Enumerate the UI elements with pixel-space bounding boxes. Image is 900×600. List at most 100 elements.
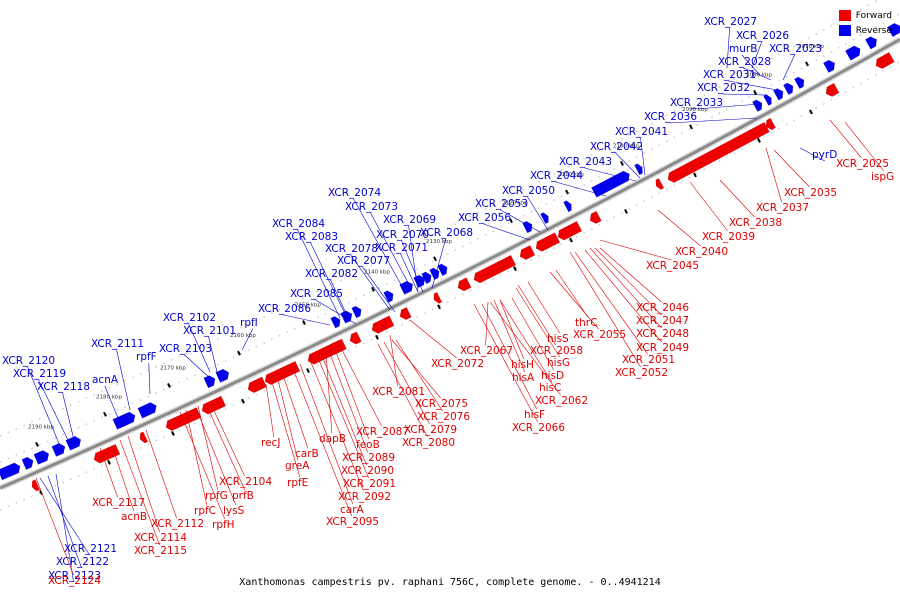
reverse-gene-31: [886, 22, 900, 38]
reverse-leader-6: [722, 93, 767, 96]
reverse-gene-19: [540, 212, 549, 225]
reverse-gene-30-shape: [864, 36, 877, 50]
forward-label-34: feoB: [356, 439, 380, 451]
reverse-gene-27-shape: [794, 76, 805, 90]
forward-gene-6: [247, 376, 267, 394]
forward-leader-8: [599, 247, 662, 303]
reverse-leader-15: [483, 223, 531, 241]
forward-gene-10-shape: [349, 331, 362, 345]
forward-gene-23-shape: [825, 82, 840, 97]
forward-gene-12-shape: [399, 306, 412, 321]
tick-label: 2100 kbp: [613, 143, 639, 149]
tick-label: 2190 kbp: [28, 424, 54, 430]
reverse-gene-14-shape: [413, 274, 426, 288]
forward-gene-1: [93, 443, 121, 464]
forward-leader-40: [299, 363, 354, 505]
forward-gene-21: [667, 121, 770, 183]
reverse-label-38: XCR_2118: [37, 381, 90, 393]
reverse-label-33: XCR_2111: [91, 338, 144, 350]
forward-gene-7-shape: [264, 360, 301, 386]
forward-leader-48: [197, 405, 219, 491]
genome-backbone: [0, 38, 900, 490]
reverse-leader-10: [615, 152, 641, 179]
forward-leader-7: [599, 239, 672, 261]
forward-label-47: prfB: [232, 490, 254, 502]
forward-leader-33: [341, 349, 382, 427]
reverse-gene-25-shape: [773, 88, 784, 101]
tick-mark: [624, 208, 628, 214]
forward-gene-18: [557, 220, 583, 241]
forward-label-11: XCR_2049: [636, 342, 689, 354]
forward-label-16: hisS: [547, 333, 569, 345]
forward-label-23: hisC: [539, 382, 561, 394]
reverse-gene-6: [137, 402, 157, 419]
reverse-gene-24: [763, 94, 772, 106]
reverse-label-6: XCR_2032: [697, 82, 750, 94]
reverse-gene-5-shape: [112, 411, 136, 430]
reverse-gene-1-shape: [21, 456, 34, 470]
reverse-label-21: XCR_2071: [375, 242, 428, 254]
tick-mark: [35, 441, 39, 447]
reverse-gene-7-shape: [203, 375, 216, 389]
forward-label-41: XCR_2095: [326, 516, 379, 528]
reverse-label-24: XCR_2084: [272, 218, 325, 230]
reverse-label-28: XCR_2086: [258, 303, 311, 315]
reverse-leader-35: [104, 385, 119, 419]
reverse-leader-25: [310, 242, 349, 321]
legend-forward: Forward: [838, 8, 892, 23]
forward-gene-3: [165, 407, 202, 432]
forward-label-8: XCR_2046: [636, 302, 689, 314]
reverse-gene-8: [215, 368, 230, 383]
forward-gene-1-shape: [93, 443, 121, 464]
legend-forward-label: Forward: [855, 10, 892, 21]
tick-label: 2150 kbp: [295, 303, 321, 309]
forward-swatch: [838, 10, 851, 21]
reverse-gene-23-shape: [752, 99, 763, 112]
reverse-leader-18: [408, 225, 419, 293]
forward-gene-14-shape: [457, 277, 472, 292]
forward-leader-53: [127, 435, 160, 533]
reverse-gene-6-shape: [137, 402, 157, 419]
reverse-label-7: XCR_2033: [670, 97, 723, 109]
reverse-label-36: XCR_2120: [2, 355, 55, 367]
tick-label: 2130 kbp: [426, 239, 452, 245]
reverse-gene-3: [51, 442, 66, 457]
forward-leader-36: [329, 353, 368, 453]
tick-label: 2140 kbp: [364, 269, 390, 275]
reverse-label-11: XCR_2043: [559, 156, 612, 168]
forward-label-52: XCR_2112: [151, 518, 204, 530]
tick-mark: [371, 286, 375, 292]
forward-leader-9: [594, 247, 662, 316]
forward-leader-34: [335, 351, 370, 440]
reverse-gene-15: [421, 271, 432, 285]
forward-label-20: hisH: [511, 359, 534, 371]
reverse-label-29: rpfI: [240, 317, 258, 329]
forward-label-28: XCR_2081: [372, 386, 425, 398]
reverse-leader-5: [728, 80, 778, 91]
forward-gene-20: [655, 177, 665, 190]
reverse-label-40: XCR_2121: [64, 543, 117, 555]
reverse-label-37: XCR_2119: [13, 368, 66, 380]
forward-gene-7: [264, 360, 301, 386]
reverse-gene-4: [65, 435, 82, 451]
forward-leader-3: [765, 147, 782, 203]
reverse-label-31: XCR_2101: [183, 325, 236, 337]
forward-label-31: XCR_2079: [404, 424, 457, 436]
forward-label-42: carB: [295, 448, 319, 460]
reverse-gene-1: [21, 456, 34, 470]
reverse-label-35: acnA: [92, 374, 119, 386]
tick-label: 2160 kbp: [230, 333, 256, 339]
forward-gene-24-shape: [875, 51, 895, 70]
forward-label-40: carA: [340, 504, 365, 516]
reverse-leader-7: [695, 103, 761, 110]
reverse-label-2: murB: [729, 43, 757, 55]
forward-gene-11-shape: [371, 315, 395, 334]
forward-leader-17: [517, 284, 556, 346]
forward-label-2: XCR_2035: [784, 187, 837, 199]
tick-mark: [689, 124, 693, 130]
reverse-leader-17: [370, 212, 413, 291]
forward-label-30: XCR_2076: [417, 411, 470, 423]
reverse-leader-36: [27, 366, 61, 447]
forward-gene-13: [433, 291, 443, 304]
reverse-leader-19: [401, 240, 424, 293]
